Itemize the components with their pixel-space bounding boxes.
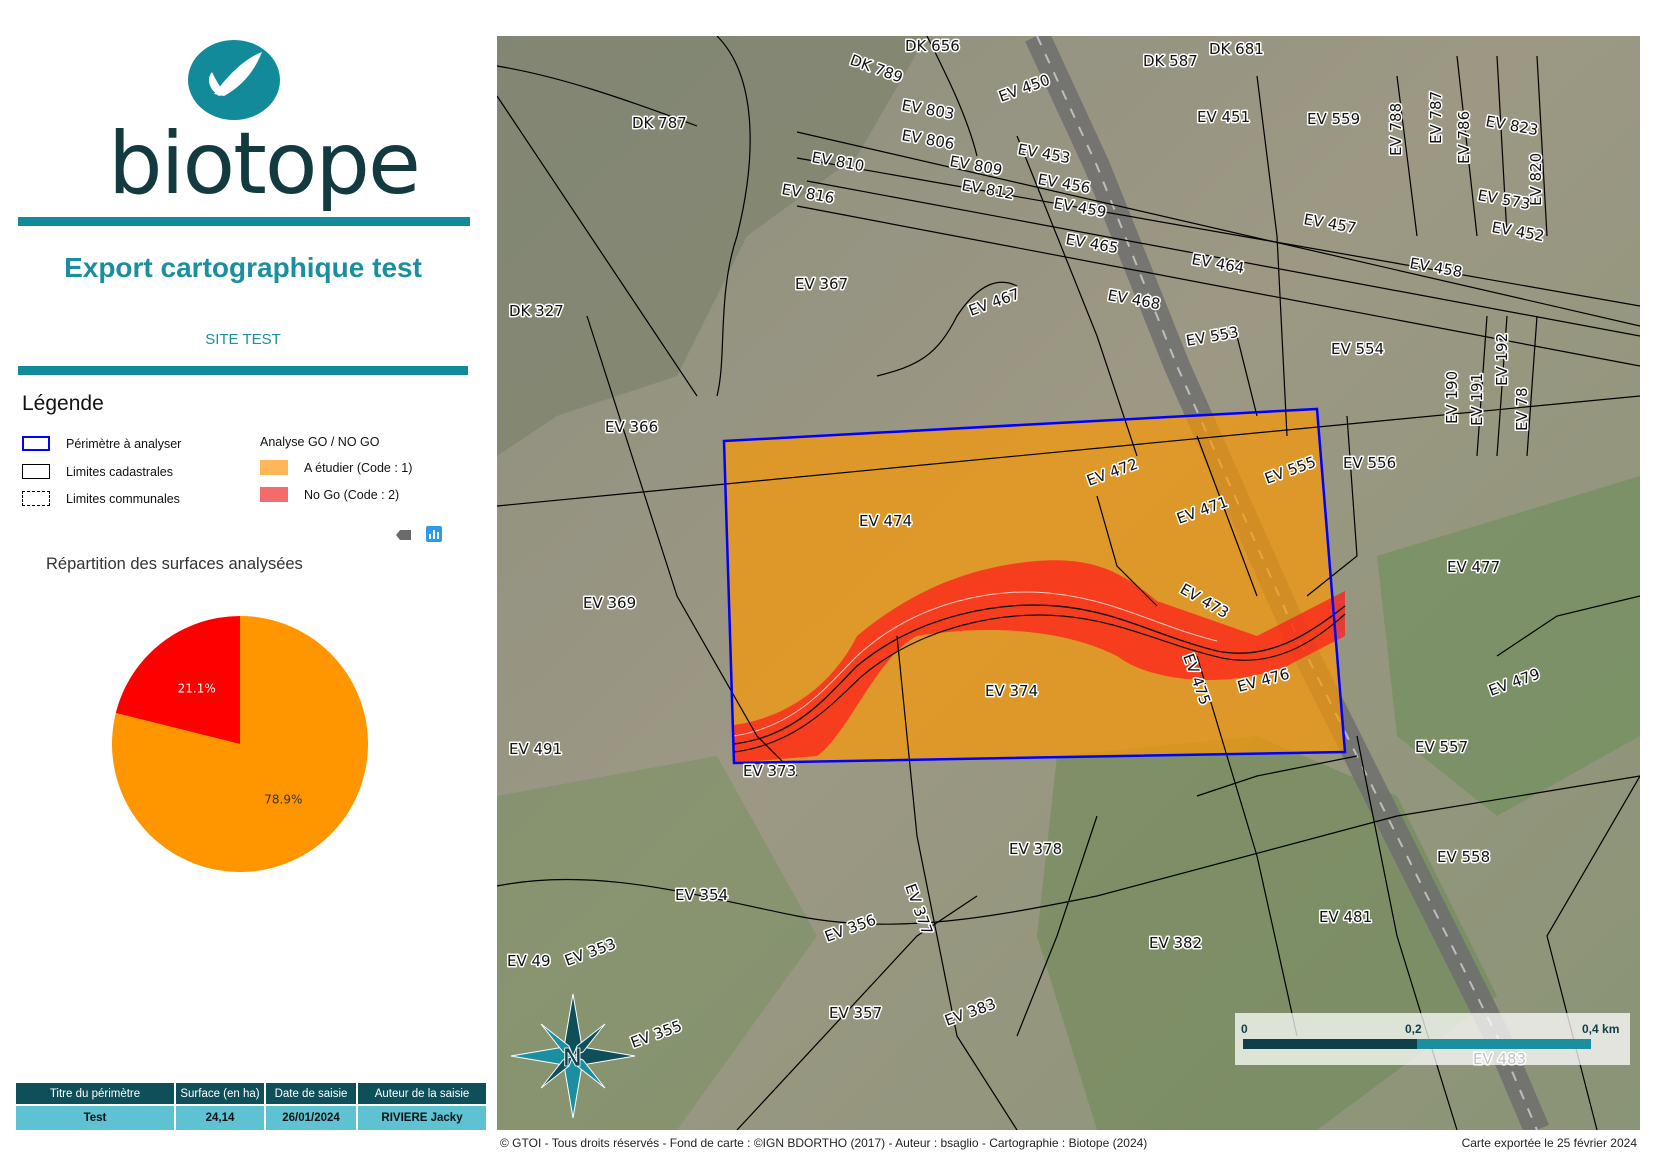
parcel-label: EV 367: [795, 275, 848, 293]
logo: biotope: [108, 34, 421, 214]
north-letter: N: [563, 1042, 582, 1072]
table-cell: RIVIERE Jacky: [357, 1104, 486, 1130]
chart-title: Répartition des surfaces analysées: [46, 555, 303, 573]
page-title: Export cartographique test: [64, 252, 422, 283]
scalebar: 0 0,2 0,4 km: [1235, 1013, 1630, 1065]
site-name: SITE TEST: [205, 331, 281, 348]
parcel-label: DK 787: [632, 114, 687, 132]
parcel-label: EV 820: [1527, 153, 1545, 206]
table-header: Date de saisie: [265, 1083, 358, 1105]
river-bank: [733, 591, 1218, 737]
perimeter-info-table: Titre du périmètre Surface (en ha) Date …: [16, 1083, 486, 1130]
parcel-label: EV 78: [1513, 387, 1531, 431]
scalebar-tick: 0,4 km: [1582, 1022, 1619, 1036]
cadastral-lines: [497, 36, 1640, 1130]
legend-item-label: Limites communales: [66, 491, 180, 506]
perimeter-outline: [722, 407, 1347, 765]
table-header: Auteur de la saisie: [357, 1083, 486, 1105]
parcel-label: EV 382: [1149, 934, 1202, 952]
table-header: Surface (en ha): [175, 1083, 266, 1105]
parcel-label: DK 656: [905, 37, 960, 55]
parcel-label: EV 190: [1443, 371, 1461, 424]
parcel-label: EV 192: [1493, 333, 1511, 386]
table-cell: 24,14: [175, 1104, 266, 1130]
map-frame[interactable]: DK 656 DK 789 DK 587 DK 681 EV 803 EV 450 DK 7…: [497, 36, 1640, 1130]
pie-slice-label: 21.1%: [178, 682, 216, 696]
parcel-label: EV 558: [1437, 848, 1490, 866]
eraser-icon[interactable]: [396, 529, 412, 541]
analysis-legend-title: Analyse GO / NO GO: [260, 435, 380, 449]
pie-slice[interactable]: [115, 616, 240, 744]
vegetation-area: [497, 36, 927, 456]
parcel-label: EV 354: [675, 886, 728, 904]
pie-slice-label: 78.9%: [264, 792, 302, 806]
butterfly-logo-icon: [188, 40, 280, 120]
table-cell: 26/01/2024: [265, 1104, 358, 1130]
parcel-label: DK 587: [1143, 52, 1198, 70]
no-go-swatch-icon: [260, 487, 288, 502]
parcel-label: EV 491: [509, 740, 562, 758]
table-cell: Test: [16, 1104, 176, 1130]
north-arrow-icon: N: [510, 993, 636, 1119]
parcel-label: EV 357: [829, 1004, 882, 1022]
legend-item-label: Périmètre à analyser: [66, 436, 182, 451]
scalebar-segment-dark: [1243, 1039, 1417, 1049]
scalebar-tick: 0: [1241, 1022, 1248, 1036]
river: [733, 613, 1346, 753]
logo-wordmark: biotope: [108, 114, 421, 214]
map-credit: © GTOI - Tous droits réservés - Fond de …: [500, 1136, 1148, 1150]
perimeter-symbol-icon: [22, 436, 50, 451]
scalebar-segment-light: [1417, 1039, 1591, 1049]
parcel-label: EV 474: [859, 512, 912, 530]
parcel-label: EV 451: [1197, 108, 1250, 126]
parcel-label: EV 786: [1455, 111, 1473, 164]
parcel-label: EV 378: [1009, 840, 1062, 858]
parcel-label: EV 373: [743, 762, 796, 780]
parcel-label: EV 787: [1427, 91, 1445, 144]
header-divider-top: [18, 217, 470, 226]
parcel-label: EV 554: [1331, 340, 1384, 358]
legend-item-cadastre: Limites cadastrales: [22, 464, 173, 479]
legend-item-communes: Limites communales: [22, 491, 180, 506]
chart-tools: [396, 526, 446, 544]
bar-chart-icon[interactable]: [426, 526, 442, 542]
river: [733, 604, 1346, 745]
legend-item-label: No Go (Code : 2): [304, 487, 400, 502]
parcel-label: EV 477: [1447, 558, 1500, 576]
parcel-label: EV 191: [1468, 373, 1486, 426]
scalebar-tick: 0,2: [1405, 1022, 1422, 1036]
pie-chart: 78.9% 21.1%: [111, 616, 368, 872]
legend-item-no-go: No Go (Code : 2): [260, 487, 399, 502]
parcel-label: EV 481: [1319, 908, 1372, 926]
communal-boundary-symbol-icon: [22, 491, 50, 506]
parcel-label: EV 366: [605, 418, 658, 436]
parcel-label: DK 681: [1209, 40, 1264, 58]
vegetation-area: [1377, 476, 1640, 816]
parcel-label: EV 788: [1387, 103, 1405, 156]
parcel-label: EV 374: [985, 682, 1038, 700]
table-header: Titre du périmètre: [16, 1083, 176, 1105]
legend-item-perimetre: Périmètre à analyser: [22, 436, 181, 451]
export-date: Carte exportée le 25 février 2024: [1461, 1136, 1637, 1150]
table-header-row: Titre du périmètre Surface (en ha) Date …: [16, 1083, 486, 1105]
table-row: Test 24,14 26/01/2024 RIVIERE Jacky: [16, 1104, 486, 1130]
parcel-label: EV 556: [1343, 454, 1396, 472]
no-go-zone: [734, 560, 1345, 763]
a-etudier-swatch-icon: [260, 460, 288, 475]
legend-title: Légende: [22, 392, 104, 415]
parcel-label: EV 49: [507, 952, 551, 970]
legend-item-label: Limites cadastrales: [66, 464, 173, 479]
parcel-label: EV 559: [1307, 110, 1360, 128]
parcel-label: EV 369: [583, 594, 636, 612]
parcel-label: DK 327: [509, 302, 564, 320]
legend-item-a-etudier: A étudier (Code : 1): [260, 460, 412, 475]
cadastral-boundary-symbol-icon: [22, 464, 50, 479]
legend-item-label: A étudier (Code : 1): [304, 460, 413, 475]
header-divider-bottom: [18, 366, 468, 375]
parcel-label: EV 557: [1415, 738, 1468, 756]
